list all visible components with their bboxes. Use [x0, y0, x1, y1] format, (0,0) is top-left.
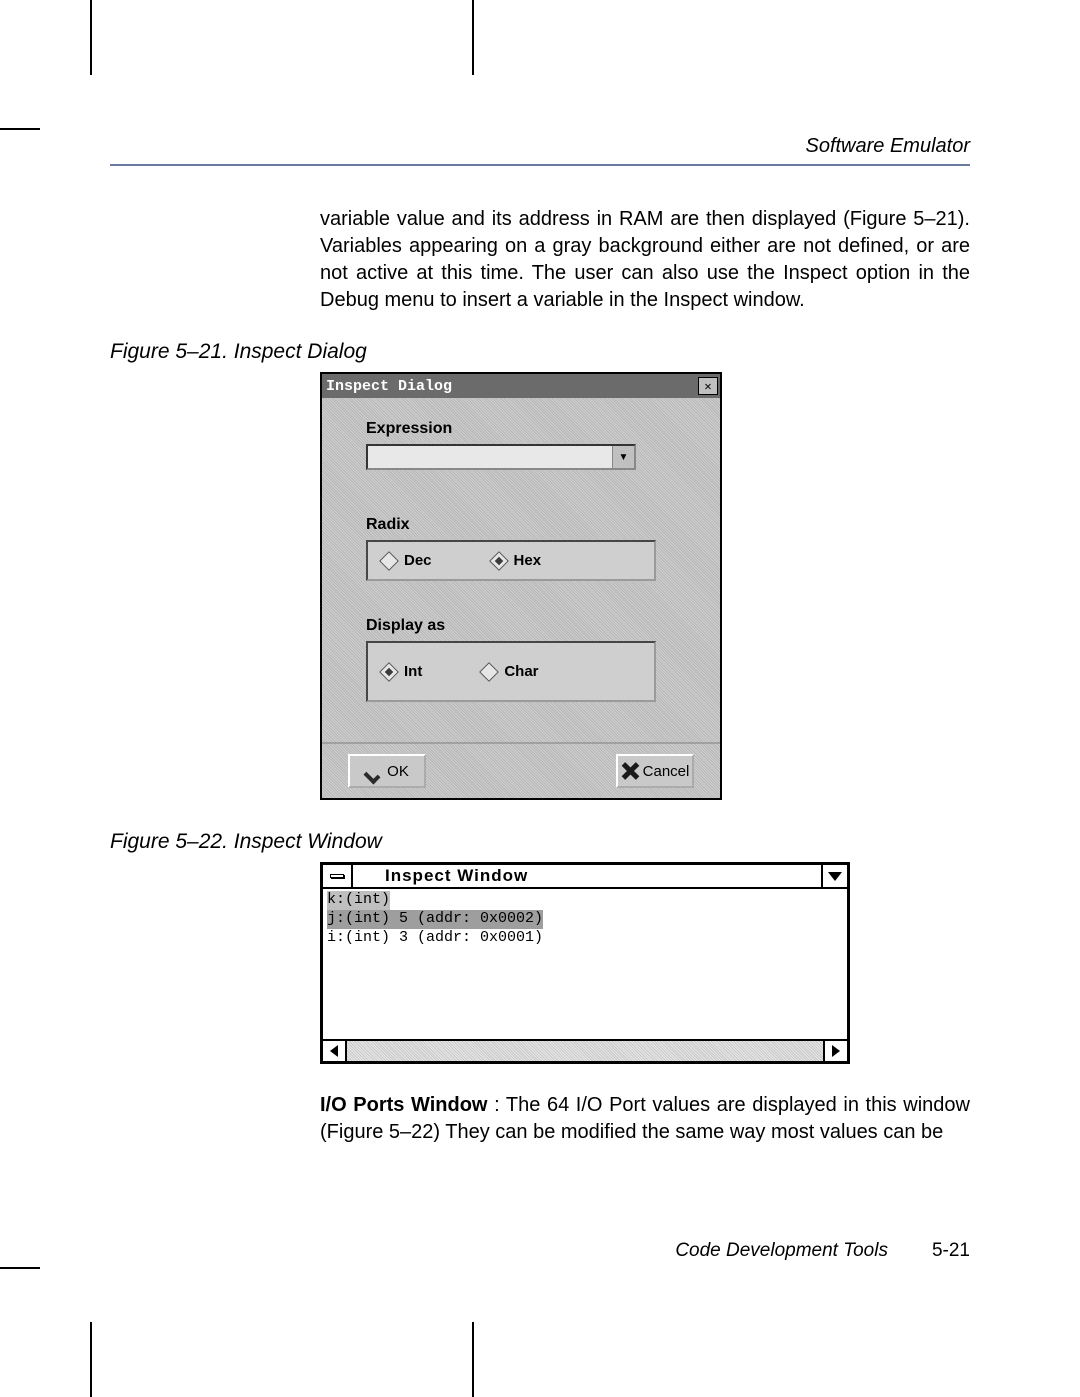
- diamond-icon: [489, 551, 509, 571]
- footer-chapter: Code Development Tools: [675, 1240, 888, 1262]
- radio-dec[interactable]: Dec: [382, 552, 432, 569]
- cancel-label: Cancel: [643, 763, 690, 780]
- chevron-down-icon[interactable]: ▼: [612, 446, 634, 468]
- scrollbar-track[interactable]: [347, 1041, 823, 1061]
- check-icon: [365, 764, 383, 778]
- inspect-window-titlebar: Inspect Window: [323, 865, 847, 889]
- radio-int[interactable]: Int: [382, 663, 422, 680]
- radio-int-label: Int: [404, 663, 422, 680]
- figure-21-caption: Figure 5–21. Inspect Dialog: [110, 340, 970, 364]
- crop-marks-bottom: [0, 1267, 1080, 1397]
- ok-label: OK: [387, 763, 409, 780]
- figure-22-caption: Figure 5–22. Inspect Window: [110, 830, 970, 854]
- diamond-icon: [479, 662, 499, 682]
- list-item: j:(int) 5 (addr: 0x0002): [327, 910, 543, 929]
- diamond-icon: [379, 551, 399, 571]
- horizontal-scrollbar[interactable]: [323, 1039, 847, 1061]
- dialog-footer: OK Cancel: [322, 742, 720, 798]
- radio-char[interactable]: Char: [482, 663, 538, 680]
- inspect-dialog: Inspect Dialog ✕ Expression ▼ Radix Dec: [320, 372, 722, 800]
- diamond-icon: [379, 662, 399, 682]
- page-footer: Code Development Tools 5-21: [675, 1240, 970, 1262]
- close-icon[interactable]: ✕: [698, 377, 718, 395]
- expression-input[interactable]: [368, 446, 612, 468]
- display-panel: Int Char: [366, 641, 656, 702]
- ok-button[interactable]: OK: [348, 754, 426, 788]
- intro-paragraph: variable value and its address in RAM ar…: [320, 206, 970, 314]
- io-ports-paragraph: I/O Ports Window : The 64 I/O Port value…: [320, 1092, 970, 1146]
- radix-label: Radix: [366, 516, 692, 534]
- list-item: i:(int) 3 (addr: 0x0001): [327, 929, 543, 946]
- radio-hex-label: Hex: [514, 552, 542, 569]
- display-label: Display as: [366, 617, 692, 635]
- footer-page: 5-21: [932, 1240, 970, 1262]
- io-ports-lead: I/O Ports Window: [320, 1094, 487, 1116]
- radix-panel: Dec Hex: [366, 540, 656, 581]
- inspect-window: Inspect Window k:(int) j:(int) 5 (addr: …: [320, 862, 850, 1064]
- dialog-titlebar: Inspect Dialog ✕: [322, 374, 720, 398]
- dialog-title: Inspect Dialog: [326, 378, 452, 395]
- list-item: k:(int): [327, 891, 390, 910]
- scroll-left-icon[interactable]: [323, 1041, 347, 1061]
- radio-dec-label: Dec: [404, 552, 432, 569]
- x-icon: [621, 762, 639, 780]
- running-header: Software Emulator: [110, 135, 970, 166]
- system-menu-icon[interactable]: [323, 865, 353, 887]
- radio-hex[interactable]: Hex: [492, 552, 542, 569]
- expression-combo[interactable]: ▼: [366, 444, 636, 470]
- crop-marks-top: [0, 0, 1080, 130]
- scroll-right-icon[interactable]: [823, 1041, 847, 1061]
- radio-char-label: Char: [504, 663, 538, 680]
- minimize-icon[interactable]: [821, 865, 847, 887]
- inspect-window-body: k:(int) j:(int) 5 (addr: 0x0002) i:(int)…: [323, 889, 847, 1039]
- page-content: Software Emulator variable value and its…: [110, 135, 970, 1262]
- expression-label: Expression: [366, 420, 692, 438]
- cancel-button[interactable]: Cancel: [616, 754, 694, 788]
- inspect-window-title: Inspect Window: [353, 865, 821, 887]
